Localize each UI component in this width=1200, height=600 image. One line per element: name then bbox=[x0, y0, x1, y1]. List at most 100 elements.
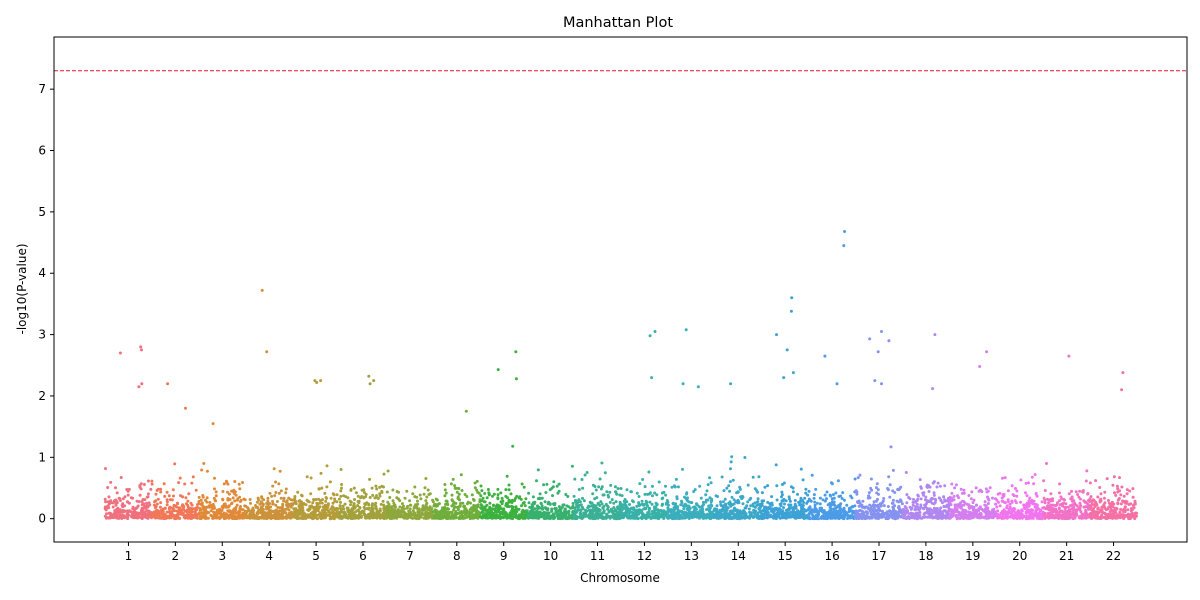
data-point-chr6 bbox=[364, 495, 367, 499]
data-point-chr15 bbox=[763, 485, 767, 489]
data-point-chr6 bbox=[341, 504, 345, 508]
data-point-chr4 bbox=[260, 515, 264, 519]
data-point-chr12 bbox=[623, 501, 627, 505]
data-point-chr4 bbox=[259, 509, 263, 512]
data-point-chr13 bbox=[700, 509, 704, 513]
data-point-chr6 bbox=[371, 493, 375, 497]
data-point-chr5 bbox=[335, 500, 339, 504]
data-point-chr19 bbox=[950, 482, 954, 486]
data-point-chr18 bbox=[915, 511, 919, 515]
data-point-chr16 bbox=[850, 496, 854, 500]
data-point-chr6 bbox=[357, 501, 361, 505]
data-point-chr16 bbox=[814, 487, 818, 491]
data-point-chr10 bbox=[561, 503, 565, 507]
data-point-chr1 bbox=[120, 509, 124, 513]
data-point-chr17 bbox=[897, 488, 901, 492]
data-point-chr13 bbox=[711, 512, 715, 515]
data-point-chr15 bbox=[766, 484, 770, 488]
data-point-chr10 bbox=[528, 505, 532, 509]
data-point-chr17 bbox=[855, 517, 858, 521]
data-point-chr11 bbox=[592, 506, 596, 510]
data-point-chr7 bbox=[388, 496, 392, 499]
data-point-chr6 bbox=[382, 472, 386, 476]
data-point-chr17 bbox=[895, 499, 899, 503]
data-point-chr18 bbox=[942, 509, 946, 513]
data-point-chr8 bbox=[456, 495, 460, 499]
data-point-chr16 bbox=[842, 515, 846, 519]
data-point-chr9 bbox=[507, 499, 511, 502]
data-point-chr18 bbox=[904, 506, 908, 510]
data-point-chr13 bbox=[704, 498, 708, 502]
data-point-chr18 bbox=[928, 485, 932, 489]
data-point-chr11 bbox=[582, 499, 586, 503]
data-point-chr14 bbox=[734, 500, 738, 504]
data-point-chr5 bbox=[318, 501, 322, 505]
data-point-chr11 bbox=[587, 514, 591, 518]
data-point-chr12 bbox=[648, 500, 652, 504]
data-point-chr14 bbox=[752, 511, 756, 515]
data-point-chr1 bbox=[106, 500, 110, 504]
data-point-chr9 bbox=[508, 516, 512, 519]
data-point-chr9 bbox=[480, 489, 484, 493]
data-point-chr11 bbox=[600, 485, 604, 489]
data-point-chr18 bbox=[912, 513, 916, 517]
data-point-chr15 bbox=[765, 511, 769, 515]
data-point-chr16 bbox=[836, 479, 840, 483]
data-point-chr5 bbox=[331, 511, 335, 515]
data-point-chr19 bbox=[977, 489, 981, 493]
data-point-chr6 bbox=[375, 494, 378, 498]
data-point-chr14 bbox=[741, 495, 745, 499]
data-point-chr5 bbox=[334, 512, 338, 516]
data-point-chr4 bbox=[249, 501, 252, 505]
data-point-chr6 bbox=[370, 486, 374, 490]
data-point-chr18 bbox=[918, 507, 922, 511]
data-point-chr11 bbox=[584, 513, 588, 517]
data-point-chr5 bbox=[306, 508, 310, 512]
data-point-chr6 bbox=[339, 494, 343, 498]
data-point-chr15 bbox=[779, 508, 783, 512]
data-point-chr10 bbox=[550, 486, 554, 490]
data-point-chr10 bbox=[562, 510, 566, 514]
data-point-chr19 bbox=[950, 508, 953, 512]
data-point-chr6 bbox=[353, 498, 356, 501]
data-point-chr18 bbox=[940, 501, 944, 505]
data-point-chr5 bbox=[328, 517, 332, 521]
data-point-chr9 bbox=[488, 505, 492, 509]
data-point-chr10 bbox=[525, 515, 529, 519]
data-point-chr19 bbox=[962, 491, 966, 495]
data-point-chr1 bbox=[131, 505, 135, 509]
data-point-chr18 bbox=[932, 493, 936, 497]
data-point-chr10 bbox=[557, 489, 561, 493]
data-point-chr6 bbox=[346, 496, 350, 500]
data-point-chr5 bbox=[308, 505, 312, 509]
data-point-chr2 bbox=[156, 487, 160, 491]
data-point-chr7 bbox=[411, 509, 415, 513]
data-point-chr15 bbox=[801, 515, 805, 519]
data-point-chr7 bbox=[426, 488, 430, 492]
data-point-chr11 bbox=[581, 496, 584, 500]
data-point-chr9 bbox=[491, 494, 494, 498]
data-point-chr4 bbox=[285, 499, 289, 503]
data-point-chr5 bbox=[296, 517, 300, 520]
data-point-chr15 bbox=[796, 492, 799, 496]
data-point-chr5 bbox=[315, 504, 319, 508]
data-point-chr12 bbox=[653, 516, 657, 520]
data-point-chr1 bbox=[109, 513, 113, 517]
data-point-chr18 bbox=[926, 515, 930, 519]
data-point-chr6 bbox=[343, 502, 347, 506]
data-point-chr14 bbox=[725, 513, 729, 517]
data-point-chr1 bbox=[106, 504, 110, 508]
data-point-chr10 bbox=[533, 507, 537, 511]
data-point-chr11 bbox=[573, 477, 577, 481]
data-point-chr18 bbox=[914, 516, 918, 520]
data-point-chr3 bbox=[231, 496, 235, 500]
data-point-chr18 bbox=[911, 503, 915, 507]
data-point-chr13 bbox=[666, 510, 670, 514]
data-point-chr13 bbox=[694, 511, 698, 515]
data-point-chr5 bbox=[327, 510, 331, 514]
data-point-chr18 bbox=[932, 491, 936, 495]
data-point-chr19 bbox=[960, 499, 964, 503]
data-point-chr7 bbox=[408, 507, 412, 511]
data-point-chr3 bbox=[202, 462, 206, 465]
data-point-chr12 bbox=[661, 502, 665, 506]
